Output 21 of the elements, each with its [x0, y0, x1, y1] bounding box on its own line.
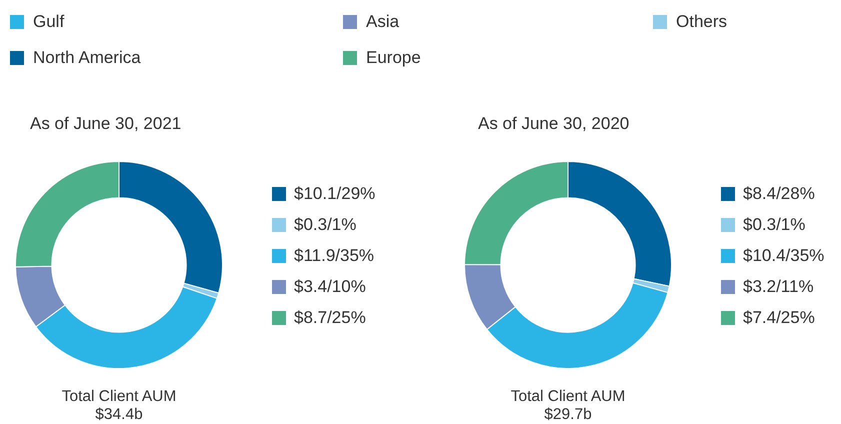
legend-label: $11.9/35%: [294, 246, 374, 266]
category-label: Europe: [366, 48, 421, 68]
legend-label: $10.4/35%: [743, 246, 824, 266]
legend-label: $3.4/10%: [294, 277, 366, 297]
chart-title: As of June 30, 2021: [30, 114, 182, 134]
text: $34.4b: [94, 406, 144, 424]
legend-label: $3.2/11%: [743, 277, 814, 297]
legend-label: $8.7/25%: [294, 308, 366, 328]
legend-label: $10.1/29%: [294, 184, 376, 204]
legend-label: $8.4/28%: [743, 184, 815, 204]
text: $29.7b: [543, 406, 593, 424]
category-label: Gulf: [33, 12, 64, 32]
chart-title: As of June 30, 2020: [478, 114, 630, 134]
legend-label: $0.3/1%: [294, 215, 356, 235]
category-label: Asia: [366, 12, 400, 32]
text: Total Client AUM: [510, 388, 626, 406]
legend-label: $7.4/25%: [743, 308, 815, 328]
category-label: North America: [33, 48, 141, 68]
text: Total Client AUM: [60, 388, 178, 406]
legend-label: $0.3/1%: [743, 215, 806, 235]
category-label: Others: [676, 12, 728, 32]
